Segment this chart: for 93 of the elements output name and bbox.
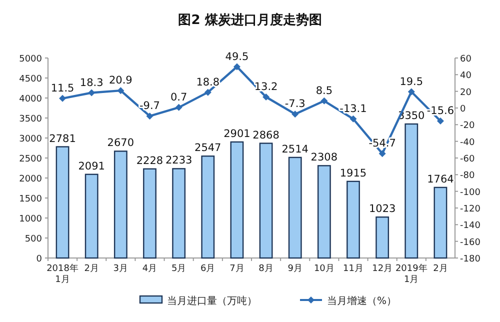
data-label: 2547 — [194, 142, 222, 154]
chart-title: 图2 煤炭进口月度走势图 — [178, 12, 322, 28]
data-label: 2233 — [165, 154, 192, 167]
data-label: 2514 — [282, 143, 309, 156]
point — [117, 87, 124, 94]
point — [204, 88, 212, 96]
data-label: 2228 — [136, 154, 164, 167]
legend-label: 当月增速（%） — [327, 295, 397, 307]
bar — [84, 174, 98, 259]
data-label: 2308 — [310, 152, 338, 164]
y2-tick-label: 20 — [460, 88, 472, 98]
x-tick-label: 2018年 1月 — [46, 263, 78, 285]
bar — [114, 150, 128, 259]
data-label: -9.7 — [140, 100, 160, 112]
bar — [259, 142, 273, 259]
y-tick-label: 1500 — [19, 194, 42, 204]
x-tick-label: 2019年 1月 — [395, 263, 428, 285]
data-label: 2781 — [49, 132, 76, 145]
point — [350, 115, 357, 122]
data-label: 2901 — [224, 128, 250, 140]
x-tick-label: 12月 — [372, 264, 393, 274]
point — [233, 63, 240, 70]
y2-tick-label: -40 — [460, 138, 475, 148]
data-label: 1023 — [368, 203, 396, 216]
y2-tick-label: 40 — [460, 71, 472, 82]
y-tick-label: 3500 — [19, 114, 42, 124]
x-tick-label: 7月 — [230, 264, 244, 274]
data-label: 8.5 — [316, 84, 333, 97]
bar — [317, 165, 331, 259]
y2-tick-label: -20 — [460, 121, 475, 132]
point — [175, 104, 182, 111]
bar — [143, 168, 156, 259]
x-tick-label: 11月 — [343, 264, 364, 274]
x-tick-label: 2月 — [433, 264, 448, 274]
data-label: 18.3 — [80, 76, 104, 89]
data-label: 1915 — [340, 167, 367, 180]
point — [320, 97, 328, 104]
data-label: 11.5 — [50, 82, 74, 94]
legend-label: 当月进口量（万吨） — [167, 295, 257, 307]
y2-tick-label: -100 — [460, 188, 481, 198]
y2-tick-label: 60 — [460, 54, 472, 64]
y2-tick-label: -80 — [460, 171, 475, 182]
data-label: 2868 — [252, 129, 280, 142]
y-tick-label: 2500 — [19, 154, 42, 164]
x-tick-label: 9月 — [288, 264, 302, 274]
point — [262, 94, 270, 100]
x-tick-label: 2月 — [84, 264, 99, 274]
y2-tick-label: -160 — [460, 238, 481, 248]
bar — [434, 186, 448, 259]
y-tick-label: 2000 — [19, 174, 42, 184]
point — [408, 88, 415, 96]
x-tick-label: 5月 — [171, 264, 186, 274]
data-label: 19.5 — [400, 76, 424, 88]
data-label: 1764 — [427, 173, 454, 186]
y-tick-label: 500 — [24, 234, 42, 244]
point — [378, 150, 386, 158]
data-label: 20.9 — [108, 74, 132, 87]
y2-tick-label: -120 — [460, 204, 481, 214]
point — [292, 110, 299, 118]
data-label: 2670 — [107, 137, 134, 150]
point — [436, 118, 444, 124]
y-tick-label: 3000 — [19, 134, 42, 144]
bar — [376, 216, 390, 259]
bar — [346, 180, 360, 259]
point — [88, 89, 96, 96]
bar — [404, 123, 418, 259]
y-tick-label: 5000 — [19, 54, 42, 64]
point — [59, 94, 66, 102]
data-label: -7.3 — [284, 98, 306, 110]
bar — [56, 146, 70, 259]
y-tick-label: 4000 — [19, 94, 42, 104]
y-tick-label: 4500 — [19, 74, 42, 84]
bar — [201, 156, 215, 259]
y-tick-label: 0 — [36, 254, 42, 264]
x-tick-label: 4月 — [142, 264, 158, 274]
x-tick-label: 8月 — [258, 264, 274, 274]
bar — [230, 141, 244, 259]
data-label: 0.7 — [170, 91, 188, 104]
bar — [172, 168, 186, 259]
y2-tick-label: -180 — [460, 254, 481, 264]
data-label: 49.5 — [225, 50, 249, 63]
y2-tick-label: -60 — [460, 154, 475, 164]
data-label: 18.8 — [196, 76, 220, 88]
x-tick-label: 10月 — [314, 264, 334, 274]
point — [146, 112, 154, 120]
x-tick-label: 3月 — [113, 264, 128, 274]
bar — [288, 156, 302, 259]
y2-tick-label: -140 — [460, 221, 481, 232]
y-tick-label: 1000 — [19, 214, 42, 224]
y2-tick-label: 0 — [460, 104, 466, 114]
data-label: 2091 — [78, 160, 105, 172]
x-tick-label: 6月 — [200, 264, 216, 274]
data-label: -13.1 — [340, 102, 367, 115]
